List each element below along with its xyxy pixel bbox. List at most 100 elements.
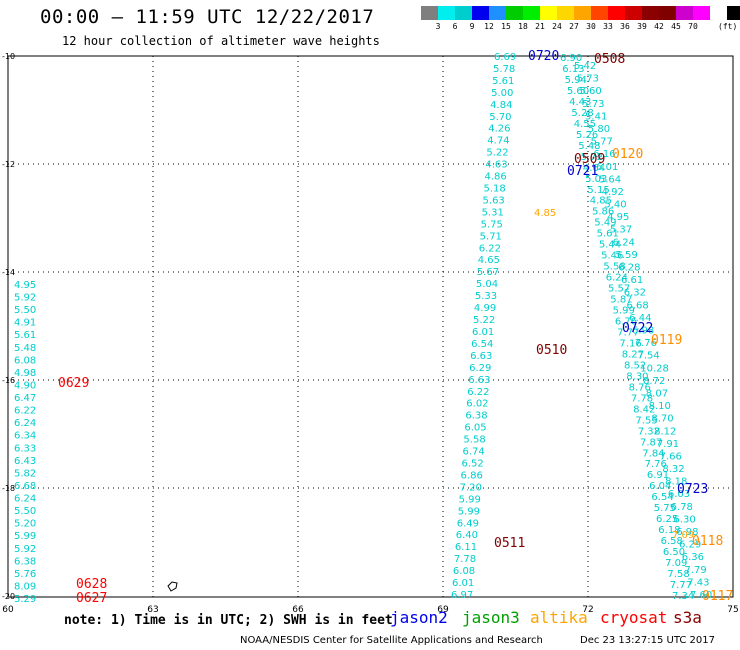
pass-0509-value: 5.73 [577, 74, 599, 85]
left-track-value: 5.50 [14, 305, 36, 316]
legend-label: 9 [469, 22, 475, 31]
pass-time-marker: 0722 [622, 321, 653, 336]
pass-0509-value: 5.42 [574, 61, 596, 72]
left-track-value: 5.48 [14, 343, 36, 354]
legend-swatch [727, 6, 740, 20]
pass-0509-value: 6.30 [673, 514, 695, 525]
pass-0509-value: 6.98 [632, 326, 654, 337]
pass-0510-value: 6.02 [466, 399, 488, 410]
y-tick-label: -18 [2, 484, 15, 493]
left-track-value: 5.99 [14, 531, 36, 542]
map-title: 00:00 – 11:59 UTC 12/22/2017 [40, 6, 375, 28]
pass-0509-value: 6.16 [593, 149, 615, 160]
y-tick-label: -12 [2, 160, 15, 169]
pass-0509-value: 7.76 [635, 338, 657, 349]
left-track-value: 4.91 [14, 318, 36, 329]
pass-0508-value: 5.72 [581, 152, 603, 163]
legend-swatch [642, 6, 659, 20]
pass-0508-value: 6.50 [663, 547, 685, 558]
legend-label: 21 [535, 22, 545, 31]
legend-swatch [625, 6, 642, 20]
pass-0510-value: 4.84 [490, 100, 512, 111]
legend-label: 27 [569, 22, 579, 31]
highlight-value: 4.85 [534, 208, 556, 219]
pass-0510-value: 4.99 [474, 303, 496, 314]
pass-0509-value: 6.68 [626, 300, 648, 311]
satellite-name: altika [530, 608, 588, 627]
legend-swatch [438, 6, 455, 20]
pass-0509-value: 5.59 [615, 250, 637, 261]
pass-0509-value: 8.70 [651, 414, 673, 425]
color-scale-unit: (ft) [718, 22, 738, 31]
legend-label: 18 [518, 22, 528, 31]
legend-label: 3 [435, 22, 441, 31]
pass-0508-value: 7.77 [670, 580, 692, 591]
legend-label: 33 [603, 22, 613, 31]
left-track-value: 5.92 [14, 293, 36, 304]
left-track-value: 6.08 [14, 355, 36, 366]
highlight-value: 7.09 [672, 530, 694, 541]
pass-0510-value: 5.75 [481, 219, 503, 230]
pass-0510-value: 5.63 [483, 195, 505, 206]
satellite-name: jason2 [390, 608, 448, 627]
left-track-value: 6.38 [14, 556, 36, 567]
pass-0508-value: 8.42 [633, 404, 655, 415]
pass-0508-value: 5.26 [576, 130, 598, 141]
pass-0509-value: 5.41 [585, 111, 607, 122]
pass-0509-value: 7.43 [687, 577, 709, 588]
pass-0510-value: 6.38 [465, 411, 487, 422]
legend-label: 15 [501, 22, 511, 31]
pass-0510-value: 5.70 [489, 112, 511, 123]
pass-time-marker: 0723 [677, 482, 708, 497]
pass-0509-value: 8.12 [654, 426, 676, 437]
pass-time-marker: 0511 [494, 536, 525, 551]
x-tick-label: 63 [147, 605, 158, 615]
left-track-value: 6.24 [14, 494, 36, 505]
pass-0509-value: 8.18 [665, 477, 687, 488]
pass-0510-value: 6.63 [468, 375, 490, 386]
left-track-value: 5.61 [14, 330, 36, 341]
pass-0510-value: 6.40 [456, 530, 478, 541]
legend-swatch [523, 6, 540, 20]
pass-0510-value: 5.99 [458, 506, 480, 517]
legend-label: 45 [671, 22, 681, 31]
pass-0508-value: 5.15 [587, 185, 609, 196]
pass-0508-value: 6.24 [606, 273, 628, 284]
pass-0510-value: 6.08 [453, 566, 475, 577]
satellite-name: cryosat [600, 608, 668, 627]
pass-0508-value: 7.78 [631, 393, 653, 404]
left-track-value: 5.50 [14, 506, 36, 517]
pass-0509-value: 6.01 [596, 162, 618, 173]
x-tick-label: 60 [2, 605, 14, 615]
pass-0508-value: 7.32 [638, 426, 660, 437]
color-scale-legend [421, 6, 740, 20]
legend-swatch [489, 6, 506, 20]
legend-swatch [574, 6, 591, 20]
pass-time-marker: 0629 [58, 376, 89, 391]
footer-note: note: 1) Time is in UTC; 2) SWH is in fe… [64, 613, 393, 628]
satellite-name: jason3 [462, 608, 520, 627]
pass-0510-value: 7.78 [454, 554, 476, 565]
pass-0510-value: 5.00 [491, 88, 513, 99]
map-subtitle: 12 hour collection of altimeter wave hei… [62, 34, 380, 48]
pass-0510-value: 6.01 [452, 578, 474, 589]
pass-0508-value: 5.28 [571, 108, 593, 119]
legend-swatch [693, 6, 710, 20]
x-tick-label: 66 [292, 605, 304, 615]
x-tick-label: 72 [582, 605, 593, 615]
left-track-value: 8.09 [14, 581, 36, 592]
pass-0510-value: 7.20 [460, 482, 482, 493]
pass-0508-value: 8.52 [624, 360, 646, 371]
left-track-value: 6.43 [14, 456, 36, 467]
legend-label: 39 [637, 22, 647, 31]
pass-0509-value: 8.07 [646, 388, 668, 399]
pass-0509-value: 6.36 [682, 552, 704, 563]
pass-0508-value: 5.58 [603, 262, 625, 273]
pass-0508-value: 7.09 [665, 558, 687, 569]
pass-0510-value: 6.29 [469, 363, 491, 374]
pass-0510-value: 6.01 [472, 327, 494, 338]
pass-0508-value: 8.30 [626, 371, 648, 382]
pass-0508-value: 5.87 [610, 295, 632, 306]
pass-0508-value: 6.91 [647, 470, 669, 481]
